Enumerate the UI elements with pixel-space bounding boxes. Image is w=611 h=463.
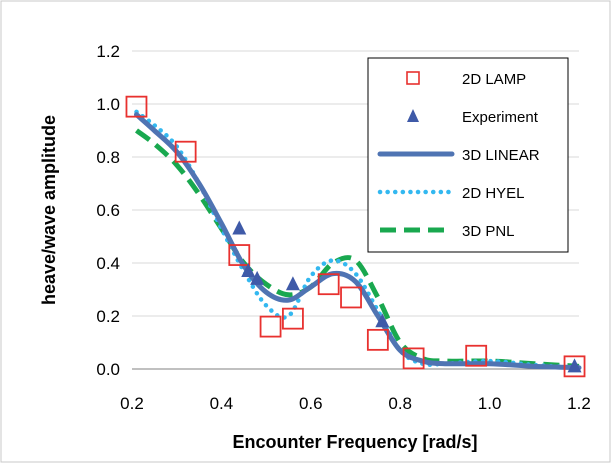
x-tick-label: 0.6 xyxy=(299,394,323,413)
y-axis-title: heave/wave amplitude xyxy=(39,115,59,305)
y-tick-label: 0.2 xyxy=(96,307,120,326)
y-tick-label: 0.4 xyxy=(96,254,120,273)
y-tick-label: 0.8 xyxy=(96,148,120,167)
legend-label: Experiment xyxy=(462,109,539,126)
data-point xyxy=(285,276,300,291)
legend-entry: 2D LAMP xyxy=(406,71,526,88)
legend-label: 2D HYEL xyxy=(462,185,525,202)
y-tick-label: 0.0 xyxy=(96,360,120,379)
legend-items: 2D LAMP Experiment 3D LINEAR 2D HYEL 3D PNL xyxy=(377,71,540,240)
x-tick-label: 1.2 xyxy=(567,394,591,413)
x-tick-labels: 0.2 0.4 0.6 0.8 1.0 1.2 xyxy=(120,394,591,413)
data-point xyxy=(232,220,247,235)
data-point xyxy=(125,95,148,118)
data-point xyxy=(317,273,340,296)
x-tick-label: 0.8 xyxy=(388,394,412,413)
x-tick-label: 0.4 xyxy=(210,394,234,413)
data-point xyxy=(228,244,251,266)
legend-entry: 2D HYEL xyxy=(377,185,525,202)
x-axis-title: Encounter Frequency [rad/s] xyxy=(232,432,477,452)
data-point xyxy=(174,140,197,163)
series-line xyxy=(134,112,582,371)
legend: 2D LAMP Experiment 3D LINEAR 2D HYEL 3D PNL xyxy=(367,57,569,253)
gridlines xyxy=(132,50,579,317)
legend-label: 3D LINEAR xyxy=(462,147,540,164)
y-tick-label: 1.0 xyxy=(96,95,120,114)
legend-marker xyxy=(406,71,420,85)
data-point xyxy=(402,347,425,370)
data-point xyxy=(465,344,488,367)
legend-entry: 3D LINEAR xyxy=(377,147,540,164)
data-point xyxy=(241,262,256,277)
legend-marker xyxy=(407,109,419,122)
x-tick-label: 0.2 xyxy=(120,394,144,413)
legend-label: 3D PNL xyxy=(462,223,515,240)
data-point xyxy=(282,307,304,330)
x-tick-label: 1.0 xyxy=(478,394,502,413)
series-3d-linear xyxy=(134,112,582,371)
data-point xyxy=(567,358,582,373)
data-point xyxy=(259,315,282,338)
legend-label: 2D LAMP xyxy=(462,71,526,88)
data-point xyxy=(250,270,265,285)
data-point xyxy=(366,328,389,351)
y-tick-label: 1.2 xyxy=(96,42,120,61)
series-2d-lamp xyxy=(125,95,586,378)
legend-entry: 3D PNL xyxy=(380,223,515,240)
data-point xyxy=(563,355,586,378)
series-layer xyxy=(125,95,586,378)
data-point xyxy=(340,286,362,309)
data-point xyxy=(375,313,390,328)
y-tick-labels: 0.0 0.2 0.4 0.6 0.8 1.0 1.2 xyxy=(96,42,120,379)
legend-entry: Experiment xyxy=(407,109,539,126)
y-tick-label: 0.6 xyxy=(96,201,120,220)
series-experiment xyxy=(232,220,582,373)
